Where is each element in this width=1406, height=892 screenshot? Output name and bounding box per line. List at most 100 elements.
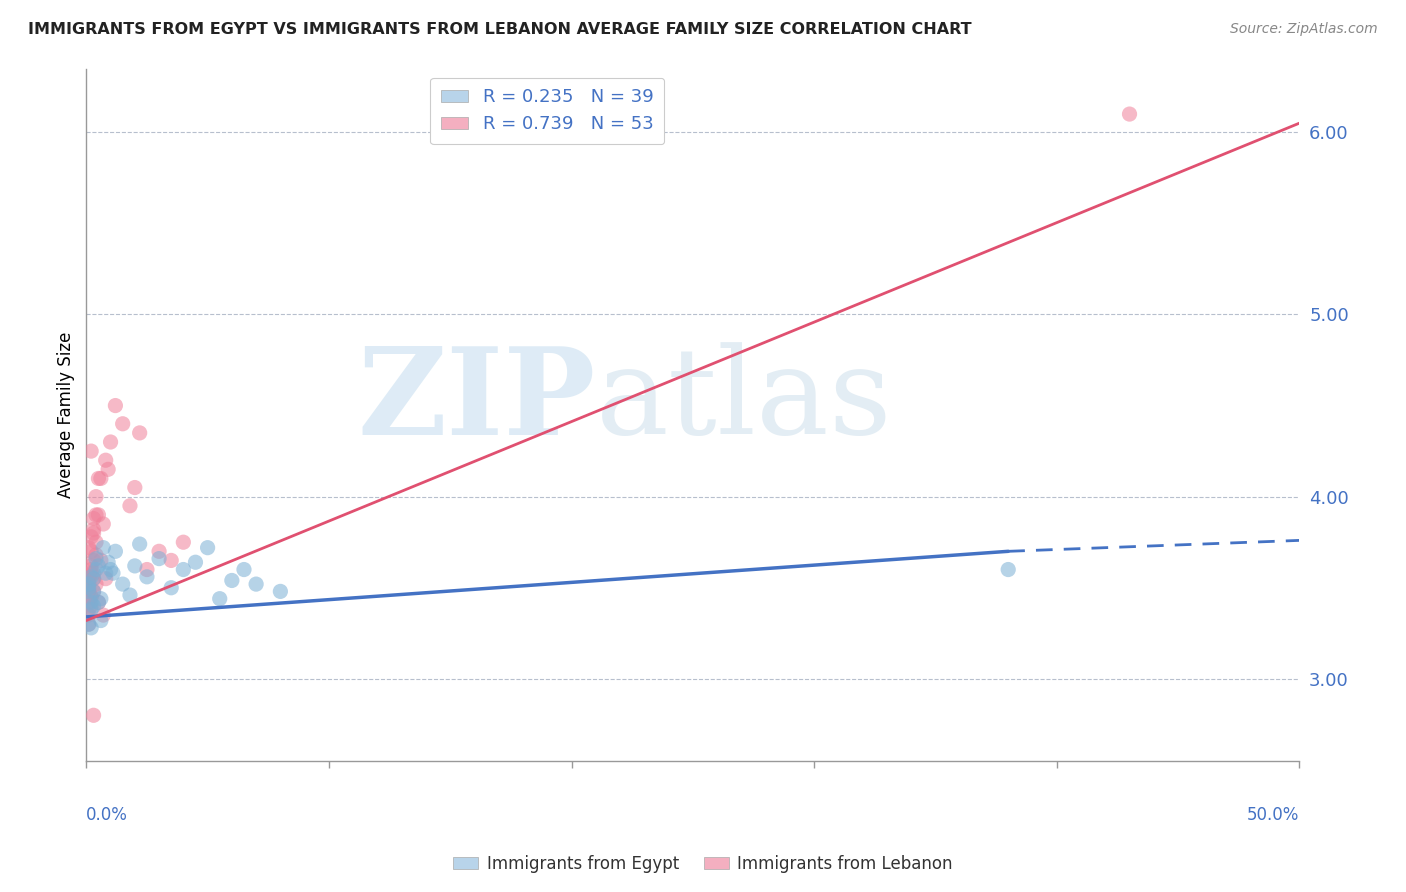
Point [80, 444, 103, 458]
Point [91, 516, 114, 531]
Point [77, 584, 100, 599]
Point [77, 572, 100, 586]
Point [84, 551, 107, 566]
Point [87, 595, 110, 609]
Point [90, 614, 112, 628]
Legend: R = 0.235   N = 39, R = 0.739   N = 53: R = 0.235 N = 39, R = 0.739 N = 53 [430, 78, 664, 145]
Point [83, 526, 105, 541]
Point [160, 581, 183, 595]
Point [77, 608, 100, 623]
Point [91, 541, 114, 555]
Point [97, 462, 120, 476]
Point [80, 544, 103, 558]
Point [83, 584, 105, 599]
Point [84, 490, 107, 504]
Point [87, 508, 110, 522]
Point [84, 548, 107, 562]
Point [83, 572, 105, 586]
Point [77, 584, 100, 599]
Point [80, 590, 103, 604]
Text: atlas: atlas [596, 343, 893, 459]
Point [83, 599, 105, 613]
Legend: Immigrants from Egypt, Immigrants from Lebanon: Immigrants from Egypt, Immigrants from L… [447, 848, 959, 880]
Point [80, 570, 103, 584]
Point [80, 530, 103, 544]
Point [111, 577, 134, 591]
Point [104, 399, 127, 413]
Point [80, 602, 103, 616]
Point [80, 590, 103, 604]
Point [1118, 107, 1140, 121]
Point [245, 577, 267, 591]
Point [83, 708, 105, 723]
Point [77, 572, 100, 586]
Point [91, 608, 114, 623]
Point [77, 581, 100, 595]
Point [124, 481, 146, 495]
Point [172, 562, 194, 576]
Point [80, 558, 103, 573]
Point [83, 511, 105, 525]
Point [90, 553, 112, 567]
Point [997, 562, 1019, 576]
Point [269, 584, 291, 599]
Point [172, 535, 194, 549]
Point [83, 553, 105, 567]
Point [77, 602, 100, 616]
Point [184, 555, 207, 569]
Point [100, 435, 122, 450]
Point [83, 566, 105, 581]
Point [118, 588, 141, 602]
Y-axis label: Average Family Size: Average Family Size [58, 332, 75, 498]
Point [83, 523, 105, 537]
Point [136, 562, 159, 576]
Point [128, 425, 150, 440]
Point [87, 595, 110, 609]
Point [77, 595, 100, 609]
Point [221, 574, 243, 588]
Point [77, 617, 100, 632]
Text: IMMIGRANTS FROM EGYPT VS IMMIGRANTS FROM LEBANON AVERAGE FAMILY SIZE CORRELATION: IMMIGRANTS FROM EGYPT VS IMMIGRANTS FROM… [28, 22, 972, 37]
Point [84, 535, 107, 549]
Point [84, 508, 107, 522]
Point [80, 595, 103, 609]
Point [90, 591, 112, 606]
Point [94, 453, 117, 467]
Point [90, 471, 112, 485]
Point [136, 570, 159, 584]
Point [160, 553, 183, 567]
Point [77, 617, 100, 632]
Point [77, 577, 100, 591]
Point [94, 572, 117, 586]
Point [77, 541, 100, 555]
Text: 0.0%: 0.0% [86, 805, 128, 824]
Point [101, 566, 124, 581]
Point [118, 499, 141, 513]
Point [128, 537, 150, 551]
Point [148, 551, 170, 566]
Text: ZIP: ZIP [357, 342, 596, 460]
Point [208, 591, 231, 606]
Point [77, 581, 100, 595]
Point [124, 558, 146, 573]
Point [87, 471, 110, 485]
Point [97, 555, 120, 569]
Point [84, 577, 107, 591]
Text: Source: ZipAtlas.com: Source: ZipAtlas.com [1230, 22, 1378, 37]
Point [80, 566, 103, 581]
Text: 50.0%: 50.0% [1247, 805, 1299, 824]
Point [197, 541, 219, 555]
Point [84, 562, 107, 576]
Point [100, 562, 122, 576]
Point [83, 584, 105, 599]
Point [80, 621, 103, 635]
Point [83, 572, 105, 586]
Point [148, 544, 170, 558]
Point [111, 417, 134, 431]
Point [94, 566, 117, 581]
Point [87, 558, 110, 573]
Point [77, 577, 100, 591]
Point [80, 562, 103, 576]
Point [80, 599, 103, 613]
Point [233, 562, 256, 576]
